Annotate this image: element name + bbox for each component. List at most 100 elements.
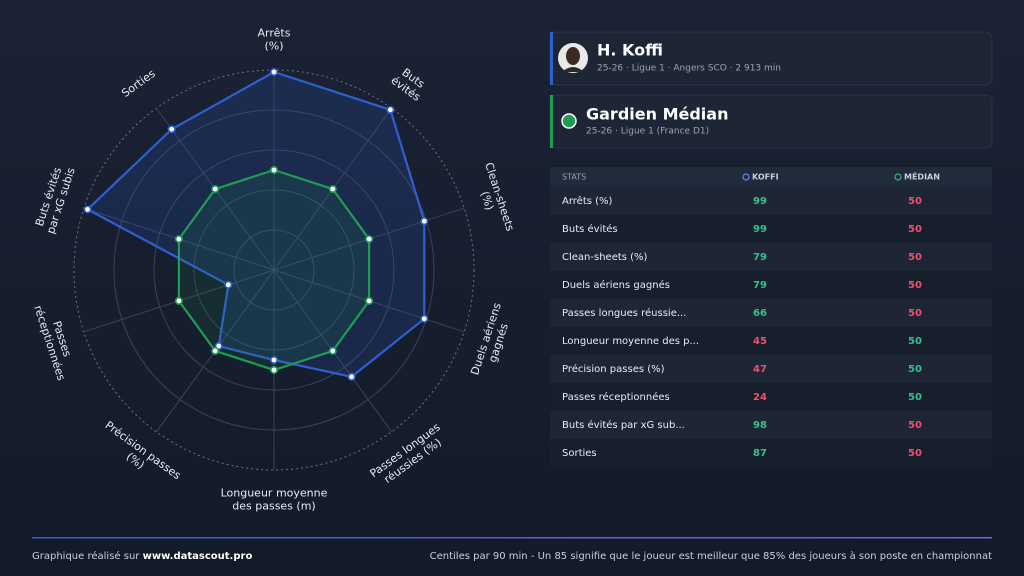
table-row: [550, 327, 992, 355]
stat-label: Précision passes (%): [562, 363, 665, 375]
axis-label-line: Longueur moyenne: [221, 487, 328, 500]
radar-point: [83, 205, 92, 214]
koffi-value: 66: [753, 308, 767, 319]
median-value: 50: [908, 392, 922, 403]
median-value: 50: [908, 252, 922, 263]
footer-credit: Graphique réalisé sur www.datascout.pro: [32, 550, 252, 562]
table-row: [550, 355, 992, 383]
axis-label: Duels aériensgagnés: [468, 301, 516, 381]
stat-label: Duels aériens gagnés: [562, 279, 670, 291]
koffi-value: 45: [753, 336, 767, 347]
axis-label: Sorties: [119, 67, 158, 100]
table-row: [550, 243, 992, 271]
median-dot: [894, 173, 902, 181]
koffi-value: 79: [753, 252, 767, 263]
table-header: [550, 167, 992, 187]
reference-subtitle: 25-26 · Ligue 1 (France D1): [586, 127, 709, 137]
radar-point: [211, 185, 220, 194]
koffi-value: 79: [753, 280, 767, 291]
stat-label: Clean-sheets (%): [562, 252, 648, 263]
radar-point: [386, 105, 395, 114]
column-header: KOFFI: [752, 173, 779, 182]
axis-label-line: Arrêts: [258, 27, 291, 40]
axis-label-line: Précision passes: [103, 419, 184, 483]
radar-point: [328, 346, 337, 355]
axis-label-line: Sorties: [119, 67, 158, 100]
grid-ring: [73, 69, 475, 471]
median-value: 50: [908, 308, 922, 319]
column-header: STATS: [562, 173, 586, 182]
median-value: 50: [908, 224, 922, 235]
median-value: 50: [908, 364, 922, 375]
table-row: [550, 439, 992, 467]
axis-label: Passes longuesréussies (%): [367, 420, 450, 490]
stat-label: Sorties: [562, 448, 597, 459]
axis-label-line: (%): [478, 190, 496, 212]
radar-point: [269, 365, 278, 374]
stat-label: Buts évités par xG sub...: [562, 419, 685, 431]
axis-label: Clean-sheets(%): [470, 161, 517, 237]
table-row: [550, 187, 992, 215]
reference-name: Gardien Médian: [586, 105, 728, 124]
table-row: [550, 383, 992, 411]
stat-label: Passes longues réussie...: [562, 307, 686, 319]
median-value: 50: [908, 336, 922, 347]
table-row: [550, 215, 992, 243]
credit-site: www.datascout.pro: [143, 551, 253, 562]
koffi-value: 47: [753, 364, 767, 375]
koffi-value: 99: [753, 196, 767, 207]
radar-point: [224, 280, 233, 289]
table-row: [550, 411, 992, 439]
radar-point: [420, 314, 429, 323]
median-value: 50: [908, 196, 922, 207]
table-row: [550, 271, 992, 299]
axis-label: Précision passes(%): [95, 419, 184, 493]
radar-point: [269, 166, 278, 175]
radar-point: [167, 125, 176, 134]
player-subtitle: 25-26 · Ligue 1 · Angers SCO · 2 913 min: [597, 64, 781, 74]
avatar-body: [562, 67, 584, 72]
radar-point: [347, 372, 356, 381]
radar-point: [174, 235, 183, 244]
axis-label: Butsévités: [388, 63, 430, 104]
koffi-value: 24: [753, 392, 767, 403]
radar-point: [269, 68, 278, 77]
axis-label: Longueur moyenne des passes (m): [221, 487, 328, 513]
radar-point: [269, 355, 278, 364]
table-row: [550, 299, 992, 327]
axis-label: Buts évitéspar xG subis: [32, 162, 78, 236]
axis-label-line: (%): [264, 40, 283, 53]
stat-label: Buts évités: [562, 223, 618, 235]
credit-text: Graphique réalisé sur: [32, 550, 140, 562]
radar-point: [365, 235, 374, 244]
avatar-face: [566, 47, 580, 65]
koffi-dot: [742, 173, 750, 181]
radar-point: [174, 296, 183, 305]
reference-accent: [550, 95, 553, 148]
axis-label: Passesréceptionnées: [31, 300, 80, 383]
radar-point: [211, 346, 220, 355]
reference-dot: [561, 113, 577, 129]
footer-note: Centiles par 90 min - Un 85 signifie que…: [430, 550, 992, 562]
footer-rule: [32, 537, 992, 539]
column-header: MÉDIAN: [904, 171, 940, 182]
radar-area: [177, 168, 371, 372]
koffi-value: 87: [753, 448, 767, 459]
stat-label: Arrêts (%): [562, 195, 613, 207]
median-value: 50: [908, 420, 922, 431]
radar-point: [420, 217, 429, 226]
axis-label: Arrêts (%): [258, 27, 291, 53]
player-name: H. Koffi: [597, 41, 663, 60]
koffi-value: 99: [753, 224, 767, 235]
stat-label: Longueur moyenne des p...: [562, 336, 699, 347]
radar-point: [328, 185, 337, 194]
stat-label: Passes réceptionnées: [562, 391, 670, 403]
axis-label-line: des passes (m): [232, 500, 315, 513]
median-value: 50: [908, 448, 922, 459]
player-accent: [550, 32, 553, 85]
radar-point: [365, 296, 374, 305]
median-value: 50: [908, 280, 922, 291]
